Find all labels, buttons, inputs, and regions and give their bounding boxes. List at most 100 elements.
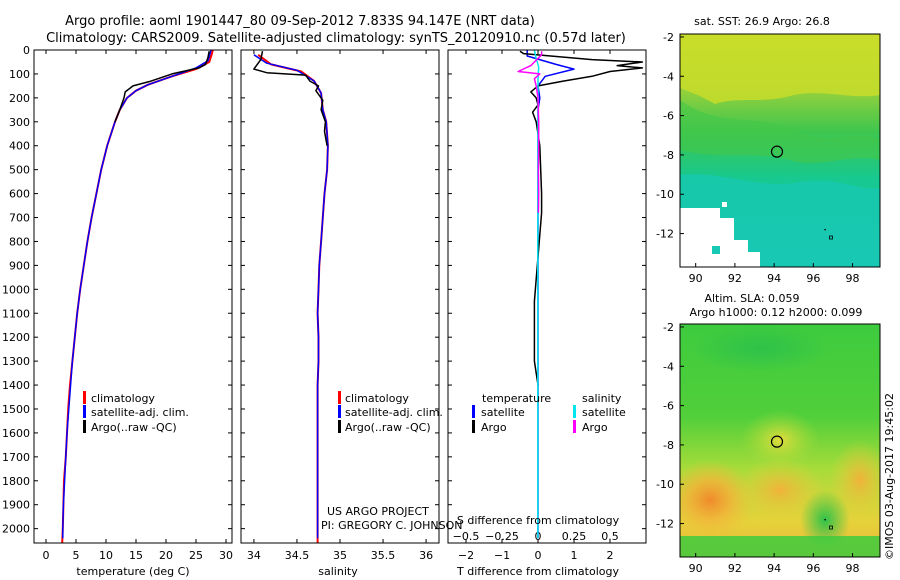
y-tick-label: 1100: [2, 307, 30, 320]
float-position-marker: [770, 435, 784, 448]
x-tick-label: 35.5: [371, 549, 396, 562]
map-x-tick-label: 96: [806, 562, 820, 575]
series-line: [62, 50, 212, 539]
legend-swatch-t-argo: [472, 420, 475, 433]
x-tick-label: 35: [333, 549, 347, 562]
figure-title-line1: Argo profile: aoml 1901447_80 09-Sep-201…: [65, 14, 535, 29]
map-y-tick-label: -2: [663, 321, 674, 334]
map-x-tick-label: 94: [767, 272, 781, 285]
project-label: US ARGO PROJECT: [327, 505, 429, 518]
s-tick-label: 0.25: [562, 530, 587, 543]
x-tick-label: 5: [73, 549, 80, 562]
map-x-tick-label: 98: [846, 272, 860, 285]
sla-map-title: Altim. SLA: 0.059: [704, 292, 799, 305]
series-line: [519, 50, 644, 386]
legend-swatch-satellite: [338, 405, 341, 418]
map-x-tick-label: 96: [806, 272, 820, 285]
temperature-xlabel: temperature (deg C): [76, 565, 189, 578]
x-tick-label: 30: [219, 549, 233, 562]
y-tick-label: 1700: [2, 451, 30, 464]
s-tick-label: 0.5: [601, 530, 619, 543]
series-line: [253, 54, 329, 539]
sst-map-frame: [679, 33, 881, 268]
legend-label-s-satellite: satellite: [582, 406, 626, 419]
temperature-frame: [33, 49, 233, 544]
y-tick-label: 900: [9, 259, 30, 272]
sla-map-axes: 90 92 94 96 98 -2 -4 -6 -8 -10 -12: [656, 321, 860, 575]
map-y-tick-label: -4: [663, 360, 674, 373]
salinity-lines: [253, 51, 329, 543]
series-line: [253, 51, 328, 146]
trajectory-point: [829, 235, 833, 240]
difference-axes: −2 −1 0 1 2−0.5 −0.25 0 0.25 0.5: [448, 49, 646, 562]
y-tick-label: 1600: [2, 427, 30, 440]
legend-swatch-climatology: [83, 391, 86, 404]
y-tick-label: 1900: [2, 499, 30, 512]
legend-label-t-satellite: satellite: [481, 406, 525, 419]
y-tick-label: 800: [9, 235, 30, 248]
x-tick-label: 20: [159, 549, 173, 562]
sst-map-field: [680, 34, 880, 267]
sla-map-subtitle: Argo h1000: 0.12 h2000: 0.099: [690, 306, 863, 319]
x-tick-label: 1: [571, 549, 578, 562]
y-tick-label: 1400: [2, 379, 30, 392]
legend-label-satellite: satellite-adj. clim.: [345, 406, 443, 419]
legend-label-satellite: satellite-adj. clim.: [91, 406, 189, 419]
map-x-tick-label: 98: [846, 562, 860, 575]
x-tick-label: 15: [129, 549, 143, 562]
series-line: [526, 50, 575, 539]
map-y-tick-label: -10: [656, 188, 674, 201]
map-y-tick-label: -6: [663, 400, 674, 413]
x-tick-label: 10: [99, 549, 113, 562]
y-tick-label: 1200: [2, 331, 30, 344]
pi-label: PI: GREGORY C. JOHNSON: [321, 519, 462, 532]
map-y-tick-label: -6: [663, 110, 674, 123]
x-tick-label: −2: [458, 549, 474, 562]
y-tick-label: 0: [23, 44, 30, 57]
s-tick-label: −0.5: [453, 530, 480, 543]
salinity-xlabel: salinity: [318, 565, 358, 578]
map-y-tick-label: -12: [656, 518, 674, 531]
legend-label-argo: Argo(..raw -QC): [91, 421, 177, 434]
difference-xlabel-t: T difference from climatology: [456, 565, 619, 578]
series-line: [114, 51, 210, 123]
x-tick-label: 34.5: [285, 549, 310, 562]
sla-map-panel: Altim. SLA: 0.059 Argo h1000: 0.12 h2000…: [656, 292, 881, 575]
legend-label-climatology: climatology: [91, 392, 155, 405]
series-line: [517, 51, 543, 213]
sla-map-field: [680, 324, 880, 557]
legend-swatch-argo: [83, 420, 86, 433]
difference-frame: [447, 49, 647, 544]
sla-map-marks: [770, 435, 833, 530]
y-tick-label: 300: [9, 116, 30, 129]
x-tick-label: 36: [419, 549, 433, 562]
y-tick-label: 200: [9, 92, 30, 105]
y-tick-label: 1800: [2, 475, 30, 488]
salinity-panel: 34 34.5 35 35.5 36 salinity climatology sate…: [240, 49, 462, 578]
map-x-tick-label: 90: [689, 272, 703, 285]
temperature-lines: [61, 50, 214, 543]
y-tick-label: 1300: [2, 355, 30, 368]
salinity-frame: [240, 49, 440, 544]
y-tick-label: 100: [9, 68, 30, 81]
sst-map-axes: 90 92 94 96 98 -2 -4 -6 -8 -10 -12: [656, 31, 860, 285]
temperature-axes: 0 5 10 15 20 25 300100200300400500600700800900…: [2, 44, 233, 562]
legend-swatch-satellite: [83, 405, 86, 418]
legend-title-temperature: temperature: [482, 392, 551, 405]
legend-label-s-argo: Argo: [582, 421, 608, 434]
legend-swatch-s-satellite: [573, 405, 576, 418]
map-y-tick-label: -8: [663, 439, 674, 452]
sst-map-panel: sat. SST: 26.9 Argo: 26.8 90 92 94 96 98 -2 -4…: [656, 15, 881, 285]
legend-label-argo: Argo(..raw -QC): [345, 421, 431, 434]
x-tick-label: 0: [43, 549, 50, 562]
legend-swatch-climatology: [338, 391, 341, 404]
figure-title-line2: Climatology: CARS2009. Satellite-adjuste…: [46, 31, 626, 46]
difference-xlabel-s: S difference from climatology: [457, 514, 620, 527]
y-tick-label: 1500: [2, 403, 30, 416]
legend-title-salinity: salinity: [582, 392, 622, 405]
y-tick-label: 400: [9, 140, 30, 153]
y-tick-label: 2000: [2, 523, 30, 536]
legend-swatch-s-argo: [573, 420, 576, 433]
legend-swatch-argo: [338, 420, 341, 433]
legend-label-climatology: climatology: [345, 392, 409, 405]
